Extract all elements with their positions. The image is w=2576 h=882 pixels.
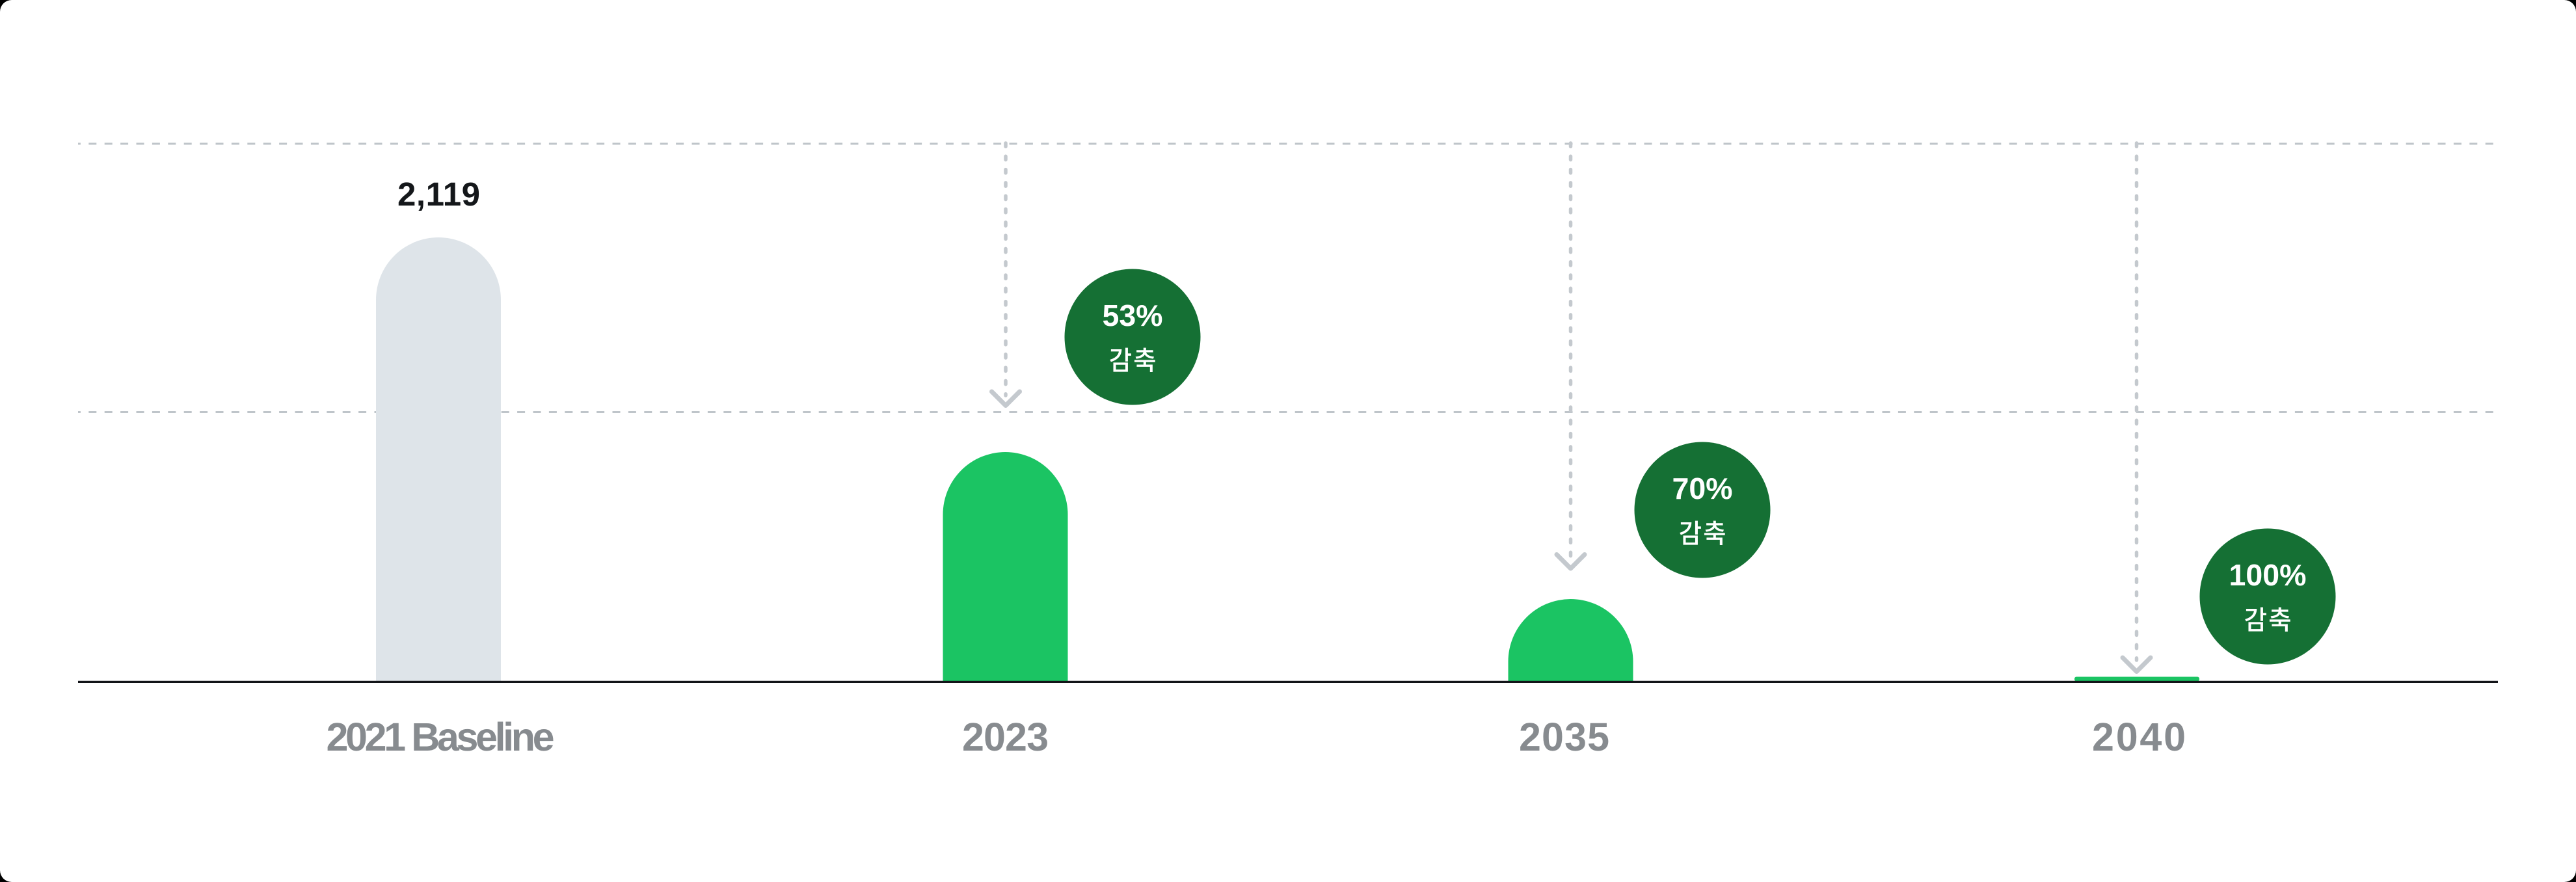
svg-text:2,119: 2,119 <box>397 176 480 213</box>
svg-text:100%: 100% <box>2229 558 2307 592</box>
svg-text:2021 Baseline: 2021 Baseline <box>327 715 555 759</box>
svg-text:2035: 2035 <box>1519 715 1609 759</box>
svg-text:53%: 53% <box>1102 299 1162 332</box>
svg-text:2023: 2023 <box>962 715 1049 759</box>
svg-text:70%: 70% <box>1672 472 1732 505</box>
